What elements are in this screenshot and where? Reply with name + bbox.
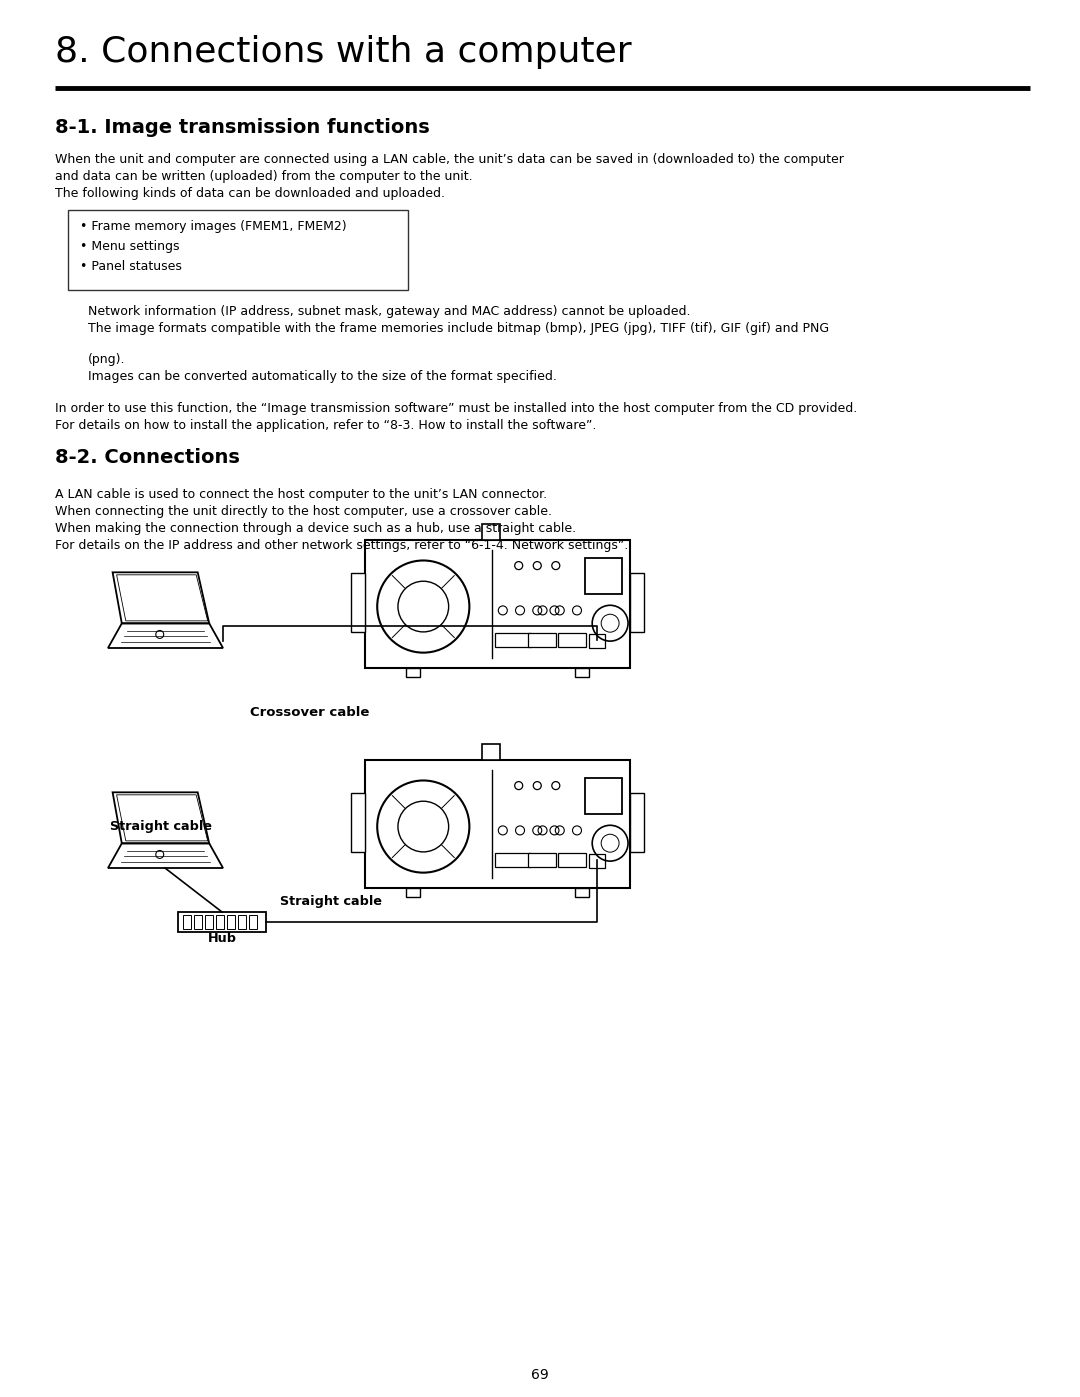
Bar: [68, 210, 408, 291]
Text: 8-1. Image transmission functions: 8-1. Image transmission functions: [55, 117, 430, 137]
Bar: [495, 633, 531, 647]
Bar: [351, 573, 365, 633]
Bar: [558, 633, 586, 647]
Text: A LAN cable is used to connect the host computer to the unit’s LAN connector.: A LAN cable is used to connect the host …: [55, 488, 548, 502]
Bar: [216, 915, 224, 929]
Text: 69: 69: [531, 1368, 549, 1382]
Text: Network information (IP address, subnet mask, gateway and MAC address) cannot be: Network information (IP address, subnet …: [87, 305, 690, 319]
Text: • Frame memory images (FMEM1, FMEM2): • Frame memory images (FMEM1, FMEM2): [80, 219, 347, 233]
Bar: [482, 745, 500, 760]
Text: For details on the IP address and other network settings, refer to “6-1-4. Netwo: For details on the IP address and other …: [55, 539, 629, 552]
Text: Straight cable: Straight cable: [110, 820, 212, 833]
Text: • Panel statuses: • Panel statuses: [80, 260, 181, 272]
Text: (png).: (png).: [87, 353, 125, 366]
Bar: [365, 541, 630, 668]
Bar: [406, 888, 420, 897]
Bar: [178, 912, 266, 932]
Bar: [205, 915, 213, 929]
Bar: [528, 852, 556, 868]
Bar: [238, 915, 246, 929]
Bar: [365, 760, 630, 888]
Bar: [183, 915, 191, 929]
Text: 8-2. Connections: 8-2. Connections: [55, 448, 240, 467]
Bar: [585, 778, 622, 814]
Bar: [589, 634, 605, 648]
Text: 8. Connections with a computer: 8. Connections with a computer: [55, 35, 632, 68]
Text: The following kinds of data can be downloaded and uploaded.: The following kinds of data can be downl…: [55, 187, 445, 200]
Bar: [482, 524, 500, 541]
Bar: [351, 793, 365, 852]
Bar: [528, 633, 556, 647]
Bar: [576, 888, 590, 897]
Bar: [630, 573, 644, 633]
Text: When making the connection through a device such as a hub, use a straight cable.: When making the connection through a dev…: [55, 522, 576, 535]
Bar: [576, 668, 590, 678]
Text: Crossover cable: Crossover cable: [251, 705, 369, 719]
Bar: [630, 793, 644, 852]
Text: The image formats compatible with the frame memories include bitmap (bmp), JPEG : The image formats compatible with the fr…: [87, 321, 829, 335]
Text: When the unit and computer are connected using a LAN cable, the unit’s data can : When the unit and computer are connected…: [55, 154, 843, 166]
Bar: [585, 557, 622, 594]
Text: In order to use this function, the “Image transmission software” must be install: In order to use this function, the “Imag…: [55, 402, 858, 415]
Bar: [227, 915, 235, 929]
Bar: [249, 915, 257, 929]
Text: When connecting the unit directly to the host computer, use a crossover cable.: When connecting the unit directly to the…: [55, 504, 552, 518]
Text: Straight cable: Straight cable: [280, 895, 382, 908]
Bar: [406, 668, 420, 678]
Text: Hub: Hub: [207, 932, 237, 944]
Text: For details on how to install the application, refer to “8-3. How to install the: For details on how to install the applic…: [55, 419, 596, 432]
Text: • Menu settings: • Menu settings: [80, 240, 179, 253]
Bar: [589, 854, 605, 868]
Text: Images can be converted automatically to the size of the format specified.: Images can be converted automatically to…: [87, 370, 557, 383]
Text: and data can be written (uploaded) from the computer to the unit.: and data can be written (uploaded) from …: [55, 170, 473, 183]
Bar: [558, 852, 586, 868]
Bar: [495, 852, 531, 868]
Bar: [194, 915, 202, 929]
